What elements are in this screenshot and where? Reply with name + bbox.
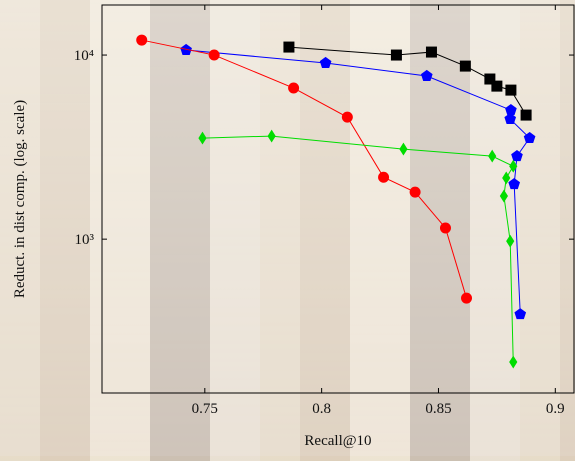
marker <box>379 172 389 182</box>
x-tick-label: 0.9 <box>546 401 565 417</box>
marker <box>440 223 450 233</box>
y-axis-label: Reduct. in dist comp. (log. scale) <box>12 100 28 298</box>
marker <box>137 35 147 45</box>
photo-veil <box>0 0 575 456</box>
x-tick-label: 0.8 <box>312 401 331 417</box>
marker <box>521 110 531 120</box>
marker <box>410 187 420 197</box>
y-tick-label: 10³ <box>75 232 95 248</box>
y-tick-label: 10⁴ <box>74 48 94 64</box>
marker <box>391 50 401 60</box>
marker <box>209 50 219 60</box>
marker <box>284 42 294 52</box>
marker <box>462 293 472 303</box>
x-tick-label: 0.75 <box>192 401 218 417</box>
chart: Recall@10 Reduct. in dist comp. (log. sc… <box>0 0 575 456</box>
x-axis-label: Recall@10 <box>304 433 371 449</box>
marker <box>506 85 516 95</box>
marker <box>426 47 436 57</box>
marker <box>289 83 299 93</box>
marker <box>492 81 502 91</box>
marker <box>342 112 352 122</box>
marker <box>460 61 470 71</box>
x-tick-label: 0.85 <box>425 401 451 417</box>
